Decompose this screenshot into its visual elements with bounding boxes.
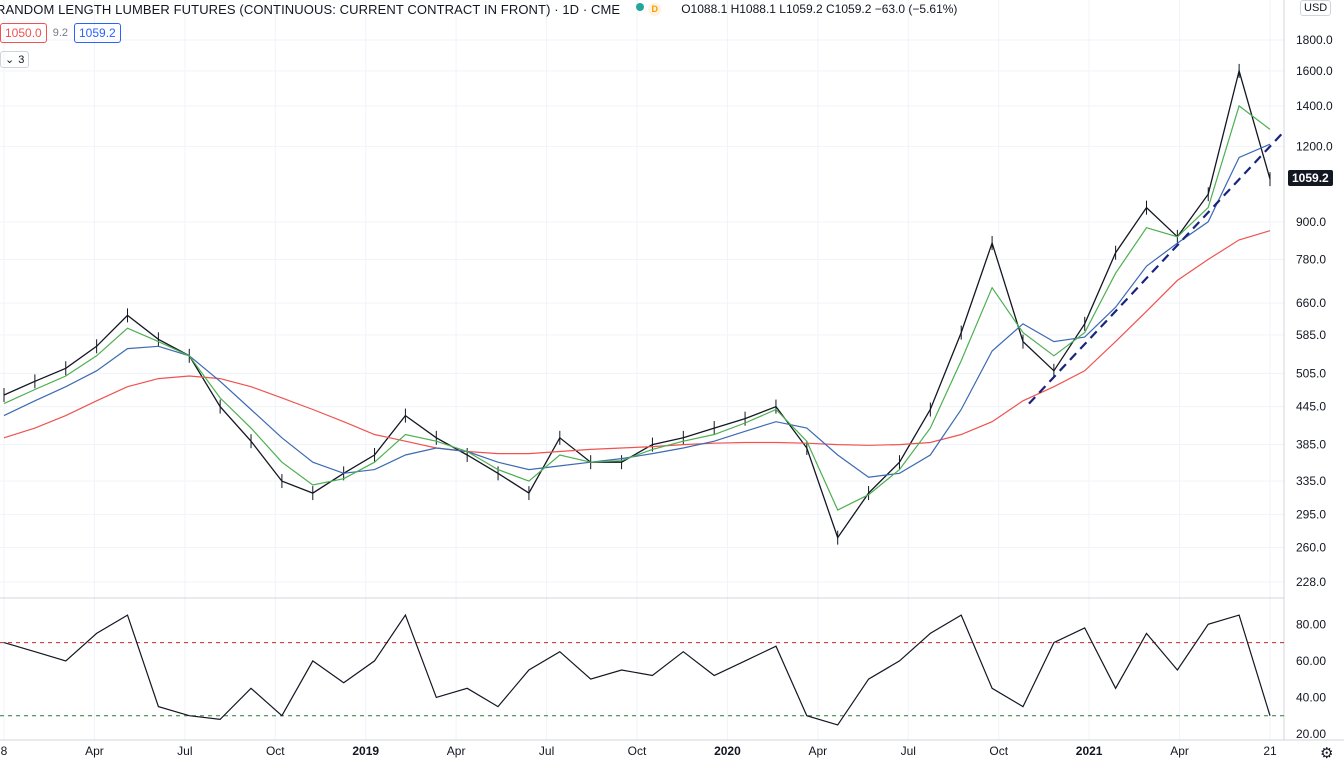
time-tick-label: Jul <box>177 744 192 758</box>
series-line-sma_short <box>3 104 1271 511</box>
sma-short-value[interactable]: 9.2 <box>52 27 68 39</box>
price-tick-label: 228.0 <box>1296 575 1326 589</box>
time-tick-label: Apr <box>809 744 828 758</box>
trendline-layer[interactable] <box>1028 130 1285 405</box>
time-tick-label: 21 <box>1263 744 1277 758</box>
time-tick-label: Jul <box>539 744 554 758</box>
series-line-sma_long <box>3 230 1271 455</box>
time-tick-label: Apr <box>447 744 466 758</box>
status-indicators: D <box>636 2 662 16</box>
time-tick-label: Oct <box>628 744 647 758</box>
price-tick-label: 1600.0 <box>1296 64 1333 78</box>
dashed-trendline[interactable] <box>1028 130 1285 405</box>
rsi-layer <box>0 613 1284 726</box>
price-tick-label: 1400.0 <box>1296 99 1333 113</box>
price-tick-label: 260.0 <box>1296 541 1326 555</box>
price-tick-label: 385.0 <box>1296 438 1326 452</box>
price-tick-label: 780.0 <box>1296 252 1326 266</box>
price-tick-label: 1200.0 <box>1296 139 1333 153</box>
indicator-legend: 1050.0 9.2 1059.2 <box>0 23 121 43</box>
rsi-tick-label: 40.00 <box>1296 690 1326 704</box>
ohlc-readout: O1088.1 H1088.1 L1059.2 C1059.2 −63.0 (−… <box>681 2 958 16</box>
chevron-down-icon: ⌄ <box>5 54 15 66</box>
price-tick-label: 335.0 <box>1296 474 1326 488</box>
sma-long-value[interactable]: 1050.0 <box>0 23 47 43</box>
time-tick-label: Oct <box>989 744 1008 758</box>
series-line-price <box>3 68 1271 540</box>
price-tick-label: 1800.0 <box>1296 33 1333 47</box>
time-tick-label: Oct <box>266 744 285 758</box>
price-tick-label: 585.0 <box>1296 328 1326 342</box>
rsi-tick-label: 20.00 <box>1296 727 1326 741</box>
last-price-label: 1059.2 <box>1288 170 1333 186</box>
collapsed-count: 3 <box>18 53 25 66</box>
market-status-dot[interactable] <box>636 2 645 11</box>
rsi-tick-label: 80.00 <box>1296 617 1326 631</box>
rsi-line <box>3 613 1271 726</box>
price-tick-label: 445.0 <box>1296 400 1326 414</box>
price-tick-label: 505.0 <box>1296 366 1326 380</box>
series-line-sma_mid <box>3 143 1271 478</box>
symbol-title[interactable]: RANDOM LENGTH LUMBER FUTURES (CONTINUOUS… <box>0 1 621 17</box>
time-axis[interactable]: 8 Apr Jul Oct 2019 Apr Jul Oct 2020 Apr Jul Oct 2021… <box>1 744 1277 758</box>
time-tick-label: 2021 <box>1076 744 1103 758</box>
time-tick-label: Jul <box>901 744 916 758</box>
time-tick-label: 2020 <box>714 744 741 758</box>
grid-lines <box>0 0 1284 740</box>
time-tick-label: Apr <box>1170 744 1189 758</box>
gear-icon[interactable]: ⚙ <box>1320 745 1334 762</box>
chart-header: RANDOM LENGTH LUMBER FUTURES (CONTINUOUS… <box>0 0 957 18</box>
delayed-data-badge[interactable]: D <box>648 2 662 16</box>
price-tick-label: 660.0 <box>1296 296 1326 310</box>
time-tick-label: Apr <box>85 744 104 758</box>
price-axis[interactable]: 1800.0 1600.0 1400.0 1200.0 900.0 780.0 660.0 5… <box>1296 33 1333 589</box>
rsi-tick-label: 60.00 <box>1296 654 1326 668</box>
sma-mid-value[interactable]: 1059.2 <box>74 23 121 43</box>
time-tick-label: 2019 <box>352 744 379 758</box>
currency-button[interactable]: USD <box>1300 0 1332 16</box>
price-tick-label: 295.0 <box>1296 507 1326 521</box>
time-tick-label: 8 <box>1 744 8 758</box>
series-layer <box>3 63 1271 545</box>
indicator-collapse: ⌄ 3 <box>0 51 30 68</box>
price-tick-label: 900.0 <box>1296 215 1326 229</box>
collapse-indicators-button[interactable]: ⌄ 3 <box>0 51 30 68</box>
rsi-axis[interactable]: 80.00 60.00 40.00 20.00 <box>1296 617 1326 741</box>
